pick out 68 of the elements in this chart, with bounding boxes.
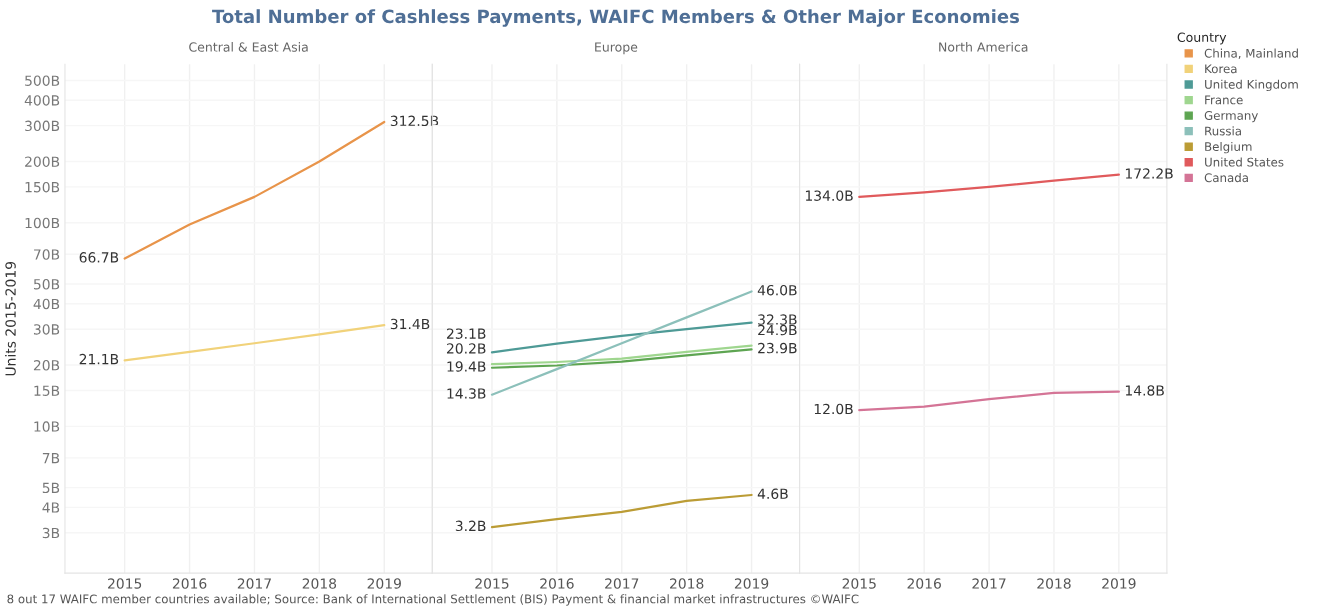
data-label: 32.3B [758, 314, 797, 325]
y-tick-label: 50B [33, 279, 60, 290]
line-series [123, 120, 386, 260]
x-tick-label: 2018 [670, 578, 704, 589]
legend-label: Belgium [1205, 141, 1252, 154]
data-label: 134.0B [805, 190, 853, 201]
x-tick-label: 2017 [605, 578, 639, 589]
data-label: 23.9B [758, 342, 797, 354]
legend-label: Germany [1204, 110, 1258, 123]
data-label: 21.1B [79, 353, 119, 365]
data-label: 3.2B [455, 520, 486, 532]
y-tick-label: 300B [25, 120, 60, 132]
x-tick-label: 2015 [842, 578, 876, 589]
legend-title: Country [1177, 32, 1227, 45]
x-tick-label: 2015 [475, 578, 509, 589]
data-label: 66.7B [79, 252, 119, 263]
chart-subtitle: Central & East Asia [189, 42, 308, 52]
y-tick-label: 400B [24, 95, 60, 106]
data-label: 14.3B [447, 388, 486, 399]
x-tick-label: 2019 [367, 578, 401, 589]
y-tick-label: 10B [34, 421, 60, 432]
y-tick-label: 100B [25, 217, 60, 229]
data-label: 312.5B [390, 115, 439, 127]
legend-label: United States [1205, 157, 1284, 167]
x-tick-label: 2016 [907, 578, 941, 589]
x-tick-label: 2016 [172, 578, 207, 589]
x-tick-label: 2018 [302, 578, 337, 589]
legend-label: Korea [1205, 64, 1237, 74]
legend-label: Russia [1205, 126, 1241, 136]
data-label: 12.0B [814, 403, 853, 415]
y-tick-label: 150B [25, 181, 60, 193]
y-tick-label: 4B [42, 502, 60, 513]
y-tick-label: 15B [34, 385, 60, 396]
y-tick-label: 40B [33, 298, 60, 310]
data-label: 19.4B [447, 361, 486, 372]
legend-label: China, Mainland [1204, 48, 1298, 59]
data-label: 4.6B [757, 488, 788, 500]
data-label: 14.8B [1125, 385, 1164, 396]
y-tick-label: 500B [25, 75, 60, 86]
legend-label: France [1205, 95, 1243, 105]
x-tick-label: 2019 [734, 578, 769, 589]
y-tick-label: 20B [33, 360, 60, 371]
text: 8 out 17 WAIFC member countries available; Source: Bank of International Settlement (BIS) Payment & financial market infrastructures ©WAIFC [7, 594, 859, 606]
y-tick-label: 3B [42, 527, 60, 539]
y-tick-label: 5B [42, 482, 60, 494]
y-tick-label: 7B [42, 453, 60, 464]
x-tick-label: 2016 [540, 578, 574, 589]
legend-label: Canada [1204, 173, 1248, 183]
x-tick-label: 2015 [108, 578, 142, 589]
data-label: 20.2B [446, 343, 486, 354]
data-label: 24.9B [758, 324, 797, 336]
legend-label: United Kingdom [1205, 79, 1298, 92]
x-tick-label: 2017 [237, 578, 271, 589]
chart-subtitle: Europe [595, 42, 638, 55]
x-tick-label: 2018 [1037, 578, 1071, 589]
text: Total Number of Cashless Payments, WAIFC Members & Other Major Economies [212, 9, 1020, 27]
x-tick-label: 2019 [1102, 578, 1136, 589]
line-series [123, 324, 386, 362]
chart-subtitle: North America [939, 42, 1028, 52]
y-tick-label: 30B [33, 324, 60, 335]
data-label: 23.1B [446, 328, 486, 339]
y-axis-title: Units 2015-2019 [5, 261, 16, 376]
data-label: 172.2B [1125, 168, 1173, 179]
x-tick-label: 2017 [972, 578, 1006, 589]
data-label: 46.0B [757, 284, 797, 296]
y-tick-label: 200B [25, 156, 60, 167]
data-label: 31.4B [390, 318, 430, 330]
y-tick-label: 70B [34, 249, 60, 260]
